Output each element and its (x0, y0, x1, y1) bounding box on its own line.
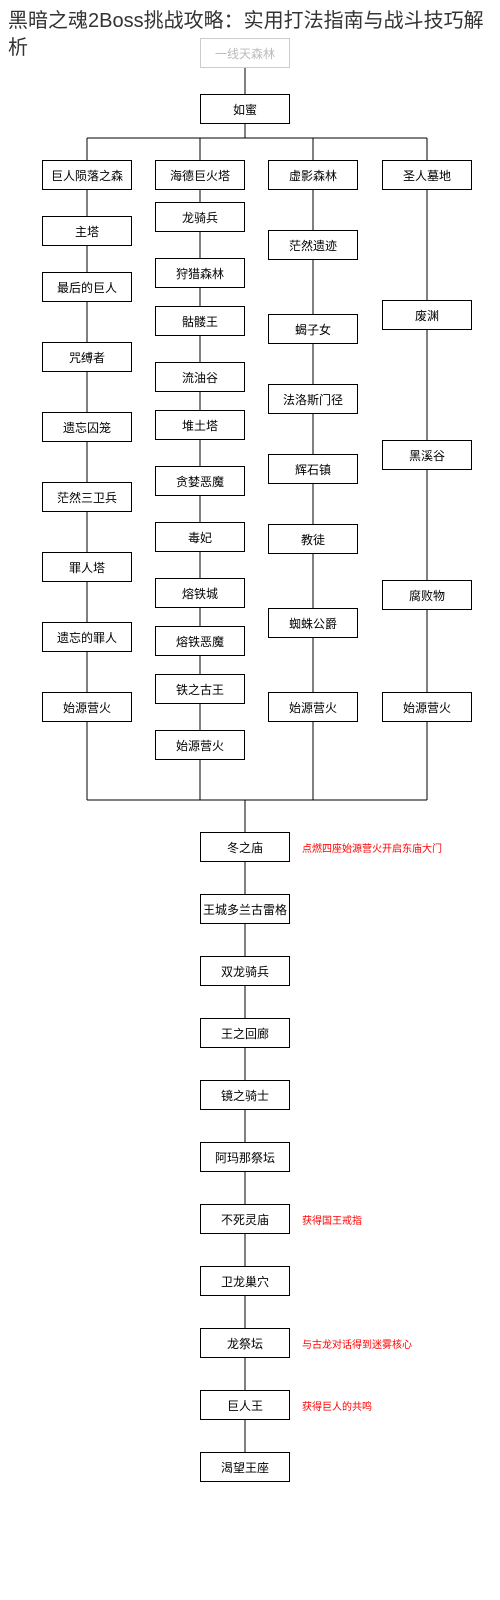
branch-c2-9: 熔铁恶魔 (155, 626, 245, 656)
branch-c2-1: 龙骑兵 (155, 202, 245, 232)
note-1: 获得国王戒指 (302, 1212, 362, 1227)
bottom-node-8: 龙祭坛 (200, 1328, 290, 1358)
branch-c3-2: 蝎子女 (268, 314, 358, 344)
branch-c1-1: 主塔 (42, 216, 132, 246)
branch-c2-11: 始源营火 (155, 730, 245, 760)
branch-c3-7: 始源营火 (268, 692, 358, 722)
branch-c2-0: 海德巨火塔 (155, 160, 245, 190)
branch-c2-8: 熔铁城 (155, 578, 245, 608)
bottom-node-5: 阿玛那祭坛 (200, 1142, 290, 1172)
branch-c1-6: 罪人塔 (42, 552, 132, 582)
branch-c2-3: 骷髅王 (155, 306, 245, 336)
branch-c3-3: 法洛斯门径 (268, 384, 358, 414)
bottom-node-6: 不死灵庙 (200, 1204, 290, 1234)
note-3: 获得巨人的共鸣 (302, 1398, 372, 1413)
branch-c3-4: 辉石镇 (268, 454, 358, 484)
branch-c2-2: 狩猎森林 (155, 258, 245, 288)
top-node-0: 一线天森林 (200, 38, 290, 68)
branch-c3-6: 蜘蛛公爵 (268, 608, 358, 638)
branch-c2-6: 贪婪恶魔 (155, 466, 245, 496)
note-0: 点燃四座始源营火开启东庙大门 (302, 840, 442, 855)
flowchart-canvas: 黑暗之魂2Boss挑战攻略：实用打法指南与战斗技巧解析 一线天森林如蜜巨人陨落之… (0, 0, 500, 1600)
bottom-node-9: 巨人王 (200, 1390, 290, 1420)
note-2: 与古龙对话得到迷雾核心 (302, 1336, 412, 1351)
bottom-node-7: 卫龙巢穴 (200, 1266, 290, 1296)
branch-c3-5: 教徒 (268, 524, 358, 554)
branch-c4-0: 圣人墓地 (382, 160, 472, 190)
bottom-node-3: 王之回廊 (200, 1018, 290, 1048)
branch-c1-8: 始源营火 (42, 692, 132, 722)
bottom-node-2: 双龙骑兵 (200, 956, 290, 986)
top-node-1: 如蜜 (200, 94, 290, 124)
branch-c1-3: 咒缚者 (42, 342, 132, 372)
branch-c1-4: 遗忘囚笼 (42, 412, 132, 442)
branch-c3-0: 虚影森林 (268, 160, 358, 190)
bottom-node-10: 渴望王座 (200, 1452, 290, 1482)
bottom-node-4: 镜之骑士 (200, 1080, 290, 1110)
branch-c4-1: 废渊 (382, 300, 472, 330)
branch-c2-10: 铁之古王 (155, 674, 245, 704)
branch-c2-5: 堆土塔 (155, 410, 245, 440)
branch-c1-5: 茫然三卫兵 (42, 482, 132, 512)
branch-c4-4: 始源营火 (382, 692, 472, 722)
branch-c4-3: 腐败物 (382, 580, 472, 610)
bottom-node-1: 王城多兰古雷格 (200, 894, 290, 924)
branch-c1-2: 最后的巨人 (42, 272, 132, 302)
bottom-node-0: 冬之庙 (200, 832, 290, 862)
branch-c1-0: 巨人陨落之森 (42, 160, 132, 190)
branch-c2-7: 毒妃 (155, 522, 245, 552)
branch-c3-1: 茫然遗迹 (268, 230, 358, 260)
branch-c4-2: 黑溪谷 (382, 440, 472, 470)
branch-c1-7: 遗忘的罪人 (42, 622, 132, 652)
branch-c2-4: 流油谷 (155, 362, 245, 392)
